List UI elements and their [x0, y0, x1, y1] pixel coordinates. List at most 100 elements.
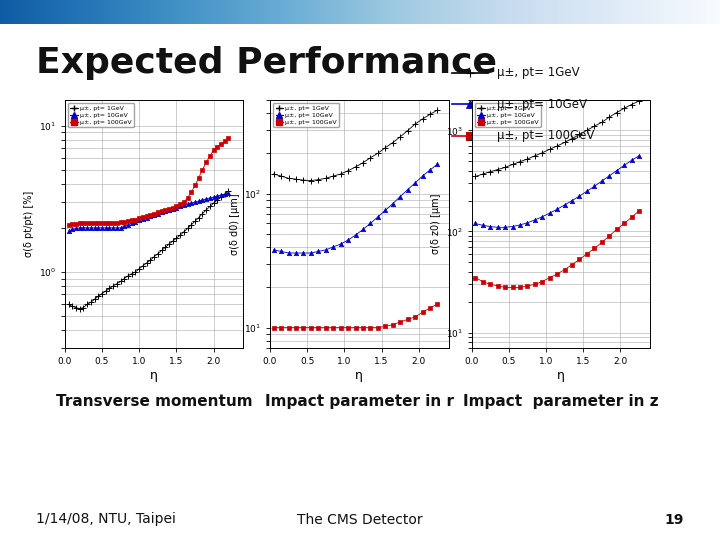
Point: [78, 219, 89, 227]
Point: [634, 97, 645, 105]
Point: [357, 225, 369, 234]
Y-axis label: σ(δ z0) [μm]: σ(δ z0) [μm]: [431, 194, 441, 254]
Point: [126, 219, 138, 227]
Point: [589, 122, 600, 131]
Text: 19: 19: [665, 512, 684, 526]
Point: [78, 303, 89, 312]
Point: [469, 172, 481, 181]
Point: [424, 110, 436, 119]
Point: [100, 287, 112, 295]
Point: [145, 211, 156, 219]
Point: [219, 137, 230, 146]
Point: [469, 273, 481, 282]
Point: [395, 192, 406, 201]
Point: [521, 219, 533, 227]
Point: [178, 198, 189, 206]
Point: [268, 170, 279, 178]
Point: [138, 261, 149, 270]
Point: [379, 143, 391, 152]
Point: [171, 202, 182, 211]
Point: [66, 220, 78, 228]
Point: [514, 157, 526, 166]
Point: [74, 305, 86, 313]
Point: [298, 176, 310, 185]
Point: [603, 232, 615, 240]
Point: [85, 219, 96, 227]
Point: [119, 218, 130, 226]
Point: [268, 323, 279, 332]
Point: [268, 246, 279, 254]
Legend: μ±, pt= 1GeV, μ±, pt= 10GeV, μ±, pt= 100GeV: μ±, pt= 1GeV, μ±, pt= 10GeV, μ±, pt= 100…: [273, 103, 339, 127]
Point: [596, 238, 608, 247]
Point: [365, 323, 377, 332]
Point: [343, 166, 354, 175]
Point: [85, 298, 96, 307]
Point: [432, 300, 444, 308]
Point: [160, 243, 171, 252]
Point: [126, 269, 138, 278]
Point: [559, 201, 570, 210]
Point: [71, 219, 81, 228]
Point: [212, 195, 223, 204]
Point: [634, 152, 645, 160]
Point: [74, 224, 86, 232]
Point: [312, 247, 324, 256]
Point: [215, 140, 227, 149]
Point: [208, 193, 220, 201]
Point: [126, 216, 138, 225]
Point: [63, 227, 74, 235]
Point: [197, 210, 208, 218]
Point: [305, 176, 317, 185]
Point: [544, 145, 556, 153]
Y-axis label: σ(δ pt/pt) [%]: σ(δ pt/pt) [%]: [24, 191, 35, 257]
Point: [372, 323, 384, 332]
Point: [163, 205, 175, 213]
Point: [181, 224, 193, 233]
Point: [536, 148, 548, 157]
Point: [492, 165, 503, 174]
Point: [115, 218, 127, 227]
Point: [186, 199, 197, 207]
Point: [152, 208, 163, 217]
Point: [167, 237, 179, 246]
Point: [212, 142, 223, 151]
Point: [290, 323, 302, 332]
Point: [589, 182, 600, 191]
Point: [167, 203, 179, 212]
Point: [395, 132, 406, 141]
Point: [328, 242, 339, 251]
Point: [464, 100, 476, 109]
Point: [552, 141, 563, 150]
Point: [521, 281, 533, 290]
Point: [387, 138, 399, 147]
Point: [193, 197, 204, 205]
Point: [410, 313, 421, 321]
Point: [387, 199, 399, 208]
Point: [208, 199, 220, 207]
Point: [85, 224, 96, 232]
Point: [566, 260, 577, 269]
Point: [66, 225, 78, 234]
Point: [559, 265, 570, 274]
Point: [424, 166, 436, 174]
Point: [536, 212, 548, 221]
Point: [379, 322, 391, 330]
Point: [89, 219, 100, 227]
Point: [469, 219, 481, 228]
Point: [402, 126, 413, 135]
Y-axis label: σ(δ d0) [μm]: σ(δ d0) [μm]: [230, 193, 240, 255]
Point: [174, 231, 186, 240]
Point: [171, 234, 182, 242]
Point: [96, 224, 108, 232]
Text: μ±, pt= 1GeV: μ±, pt= 1GeV: [497, 66, 580, 79]
Point: [96, 219, 108, 227]
Text: μ±, pt= 100GeV: μ±, pt= 100GeV: [497, 129, 594, 142]
Point: [222, 189, 234, 198]
Point: [492, 281, 503, 290]
Point: [89, 295, 100, 303]
Point: [507, 160, 518, 169]
Point: [81, 219, 93, 227]
Point: [92, 292, 104, 301]
Point: [66, 302, 78, 310]
Legend: μ±, pt= 1GeV, μ±, pt= 10GeV, μ±, pt= 100GeV: μ±, pt= 1GeV, μ±, pt= 10GeV, μ±, pt= 100…: [68, 103, 134, 127]
